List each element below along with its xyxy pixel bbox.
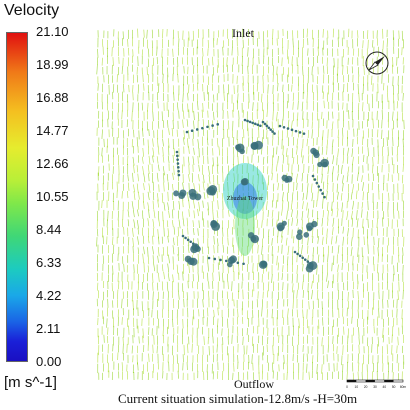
velocity-colorbar [6, 32, 28, 362]
colorbar-tick-label: 18.99 [36, 57, 69, 72]
inlet-label: Inlet [232, 26, 254, 40]
colorbar-tick-label: 16.88 [36, 90, 69, 105]
scale-tick-label: 40 [383, 385, 387, 389]
center-wake-zone [223, 163, 267, 256]
building-cluster [173, 118, 329, 273]
figure-caption: Current situation simulation-12.8m/s -H=… [118, 391, 358, 406]
scale-bar: 0 10 20 30 40 50 60m [346, 379, 406, 389]
vector-arrows [96, 28, 405, 380]
scale-tick-label: 60m [400, 385, 406, 389]
colorbar-tick-label: 4.22 [36, 288, 62, 303]
center-building-label: Zhuzhai Tower [227, 196, 263, 202]
legend-title: Velocity [4, 2, 60, 19]
velocity-vector-field: Zhuzhai Tower [96, 28, 405, 380]
colorbar-tick-label: 21.10 [36, 24, 69, 39]
scale-tick-label: 0 [346, 385, 348, 389]
outflow-label: Outflow [234, 377, 274, 391]
colorbar-tick-label: 14.77 [36, 123, 69, 138]
colorbar-tick-label: 12.66 [36, 156, 69, 171]
north-arrow-icon [365, 51, 389, 75]
colorbar-tick-label: 8.44 [36, 222, 62, 237]
scale-tick-label: 30 [373, 385, 377, 389]
legend-unit: [m s^-1] [4, 374, 57, 391]
scale-tick-label: 10 [355, 385, 359, 389]
scale-tick-label: 50 [392, 385, 396, 389]
colorbar-tick-label: 0.00 [36, 354, 62, 369]
colorbar-tick-label: 10.55 [36, 189, 69, 204]
colorbar-tick-label: 2.11 [36, 321, 61, 336]
scale-tick-label: 20 [364, 385, 368, 389]
colorbar-tick-label: 6.33 [36, 255, 62, 270]
